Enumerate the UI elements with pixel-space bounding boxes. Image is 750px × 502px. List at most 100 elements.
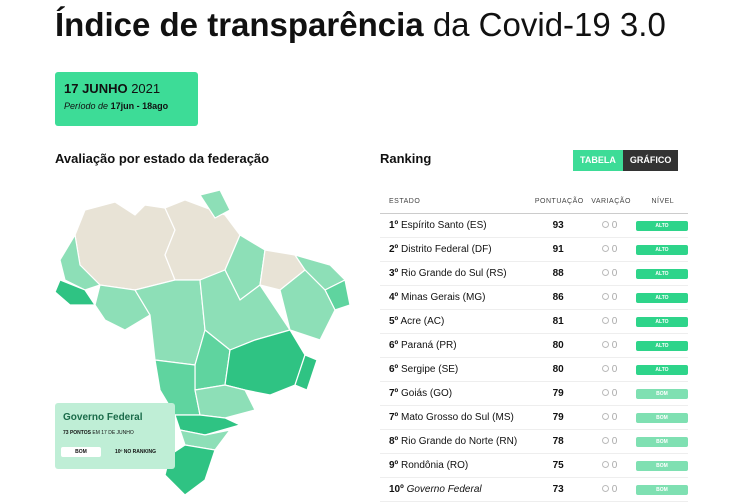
variation-icon	[601, 293, 609, 300]
level-cell: ALTO	[636, 292, 688, 303]
state-cell: 1º Espírito Santo (ES)	[380, 220, 533, 231]
level-badge: BOM	[636, 412, 688, 423]
level-badge: ALTO	[636, 220, 688, 231]
level-cell: BOM	[636, 436, 688, 447]
state-cell: 10º Governo Federal	[380, 484, 533, 495]
variation: 0	[611, 460, 618, 471]
federal-box: Governo Federal 73 PONTOS EM 17 DE JUNHO…	[55, 403, 175, 469]
period-label: Período de	[64, 101, 109, 111]
level-cell: ALTO	[636, 316, 688, 327]
score: 79	[552, 388, 564, 399]
table-row: 9º Rondônia (RO) 75 0 BOM	[380, 454, 688, 478]
state-cell: 9º Rondônia (RO)	[380, 460, 533, 471]
rank: 5º	[389, 316, 399, 327]
state-name: Rio Grande do Sul (RS)	[401, 268, 507, 279]
state-name: Minas Gerais (MG)	[401, 292, 486, 303]
variation-cell: 0	[583, 244, 636, 255]
level-badge: BOM	[636, 388, 688, 399]
brazil-map	[55, 189, 351, 496]
rank: 9º	[389, 460, 399, 471]
federal-title: Governo Federal	[63, 412, 143, 423]
variation-icon	[601, 485, 609, 492]
period-line: Período de 17jun - 18ago	[64, 101, 168, 111]
level-cell: BOM	[636, 460, 688, 471]
score: 80	[552, 364, 564, 375]
variation: 0	[611, 364, 618, 375]
title-bold: Índice de transparência	[55, 6, 424, 43]
state-name: Acre (AC)	[400, 316, 445, 327]
variation-icon	[601, 341, 609, 348]
level-badge: BOM	[636, 484, 688, 495]
table-row: 4º Minas Gerais (MG) 86 0 ALTO	[380, 286, 688, 310]
variation: 0	[611, 388, 618, 399]
variation: 0	[611, 220, 618, 231]
level-badge: ALTO	[636, 340, 688, 351]
variation-cell: 0	[583, 268, 636, 279]
level-cell: BOM	[636, 412, 688, 423]
score: 88	[552, 268, 564, 279]
table-row: 3º Rio Grande do Sul (RS) 88 0 ALTO	[380, 262, 688, 286]
state-cell: 6º Sergipe (SE)	[380, 364, 533, 375]
level-badge: ALTO	[636, 292, 688, 303]
state-cell: 6º Paraná (PR)	[380, 340, 533, 351]
tab[interactable]: GRÁFICO	[622, 150, 679, 171]
variation-icon	[601, 437, 609, 444]
state-name: Governo Federal	[406, 484, 482, 495]
rank: 3º	[389, 268, 399, 279]
score: 93	[552, 220, 564, 231]
variation: 0	[611, 412, 618, 423]
variation-cell: 0	[583, 388, 636, 399]
tab[interactable]: TABELA	[573, 150, 623, 171]
score: 81	[552, 316, 564, 327]
state-name: Rio Grande do Norte (RN)	[401, 436, 518, 447]
state-name: Distrito Federal (DF)	[401, 244, 492, 255]
table-row: 6º Paraná (PR) 80 0 ALTO	[380, 334, 688, 358]
variation-icon	[601, 245, 609, 252]
rank: 8º	[389, 436, 399, 447]
table-header: ESTADO PONTUAÇÃO VARIAÇÃO NÍVEL	[380, 190, 688, 214]
variation-icon	[601, 461, 609, 468]
date-line: 17 JUNHO 2021	[64, 81, 160, 96]
variation-icon	[601, 413, 609, 420]
score: 75	[552, 460, 564, 471]
ranking-table: ESTADO PONTUAÇÃO VARIAÇÃO NÍVEL 1º Espírito …	[380, 190, 688, 502]
level-cell: BOM	[636, 388, 688, 399]
table-row: 10º Governo Federal 73 0 BOM	[380, 478, 688, 502]
variation: 0	[611, 292, 618, 303]
column-header: PONTUAÇÃO	[534, 198, 584, 205]
state-cell: 3º Rio Grande do Sul (RS)	[380, 268, 533, 279]
state-name: Rondônia (RO)	[401, 460, 469, 471]
state-name: Sergipe (SE)	[401, 364, 459, 375]
federal-rank: 10º NO RANKING	[115, 449, 156, 455]
rank: 7º	[389, 388, 399, 399]
variation-icon	[601, 317, 609, 324]
variation: 0	[611, 268, 618, 279]
period: 17jun - 18ago	[110, 101, 169, 111]
state-name: Goiás (GO)	[401, 388, 453, 399]
level-cell: ALTO	[636, 220, 688, 231]
variation-icon	[601, 365, 609, 372]
score: 91	[552, 244, 564, 255]
score: 78	[552, 436, 564, 447]
column-header: NÍVEL	[651, 198, 675, 205]
variation-icon	[601, 389, 609, 396]
rank: 6º	[389, 364, 399, 375]
map-heading: Avaliação por estado da federação	[55, 151, 270, 166]
score: 79	[552, 412, 564, 423]
variation-cell: 0	[583, 460, 636, 471]
date: 17 JUNHO	[64, 81, 128, 96]
state-cell: 2º Distrito Federal (DF)	[380, 244, 533, 255]
level-cell: ALTO	[636, 364, 688, 375]
column-header: VARIAÇÃO	[591, 198, 631, 205]
variation-icon	[601, 269, 609, 276]
variation-cell: 0	[583, 340, 636, 351]
state-cell: 7º Goiás (GO)	[380, 388, 533, 399]
rank: 7º	[389, 412, 399, 423]
level-cell: BOM	[636, 484, 688, 495]
table-row: 5º Acre (AC) 81 0 ALTO	[380, 310, 688, 334]
variation: 0	[611, 436, 618, 447]
table-row: 1º Espírito Santo (ES) 93 0 ALTO	[380, 214, 688, 238]
title-rest: da Covid-19 3.0	[432, 6, 666, 43]
